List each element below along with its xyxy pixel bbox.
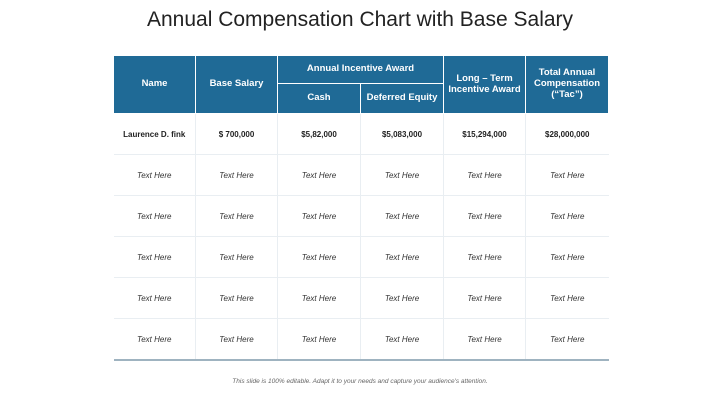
header-cash: Cash bbox=[277, 83, 361, 114]
table-header-row-1: Name Base Salary Annual Incentive Award … bbox=[113, 55, 610, 114]
cell-long-term-incentive: Text Here bbox=[443, 277, 527, 319]
cell-name: Text Here bbox=[113, 154, 196, 196]
table-row: Text Here Text Here Text Here Text Here … bbox=[113, 236, 609, 278]
cell-deferred-equity: Text Here bbox=[360, 318, 445, 361]
cell-cash: Text Here bbox=[277, 318, 361, 361]
table-row: Text Here Text Here Text Here Text Here … bbox=[113, 318, 609, 361]
table-row: Text Here Text Here Text Here Text Here … bbox=[113, 195, 609, 237]
header-name: Name bbox=[113, 55, 196, 114]
cell-base-salary: $ 700,000 bbox=[195, 113, 278, 155]
cell-deferred-equity: $5,083,000 bbox=[360, 113, 445, 155]
cell-long-term-incentive: $15,294,000 bbox=[443, 113, 527, 155]
cell-long-term-incentive: Text Here bbox=[443, 195, 527, 237]
table-row: Text Here Text Here Text Here Text Here … bbox=[113, 277, 609, 319]
footer-note: This slide is 100% editable. Adapt it to… bbox=[232, 378, 488, 385]
header-deferred-equity: Deferred Equity bbox=[359, 83, 445, 114]
table-header-row-2: Cash Deferred Equity bbox=[114, 83, 609, 114]
header-long-term-incentive-award: Long – Term Incentive Award bbox=[443, 55, 527, 114]
cell-base-salary: Text Here bbox=[195, 277, 278, 319]
table-row: Text Here Text Here Text Here Text Here … bbox=[113, 154, 609, 196]
cell-deferred-equity: Text Here bbox=[360, 154, 445, 196]
cell-base-salary: Text Here bbox=[195, 236, 278, 278]
cell-name: Laurence D. fink bbox=[113, 113, 196, 155]
cell-total-compensation: Text Here bbox=[525, 195, 609, 237]
cell-long-term-incentive: Text Here bbox=[443, 236, 527, 278]
header-total-annual-compensation: Total Annual Compensation (“Tac”) bbox=[525, 55, 610, 114]
cell-long-term-incentive: Text Here bbox=[443, 318, 527, 361]
cell-base-salary: Text Here bbox=[195, 195, 278, 237]
cell-long-term-incentive: Text Here bbox=[443, 154, 527, 196]
cell-total-compensation: Text Here bbox=[525, 277, 609, 319]
cell-base-salary: Text Here bbox=[195, 154, 278, 196]
cell-deferred-equity: Text Here bbox=[360, 195, 445, 237]
cell-cash: $5,82,000 bbox=[277, 113, 361, 155]
cell-total-compensation: $28,000,000 bbox=[525, 113, 609, 155]
cell-name: Text Here bbox=[113, 236, 196, 278]
compensation-table: Name Base Salary Annual Incentive Award … bbox=[113, 55, 610, 361]
cell-cash: Text Here bbox=[277, 154, 361, 196]
cell-cash: Text Here bbox=[277, 195, 361, 237]
table-row: Laurence D. fink $ 700,000 $5,82,000 $5,… bbox=[113, 113, 609, 155]
cell-base-salary: Text Here bbox=[195, 318, 278, 361]
slide-title: Annual Compensation Chart with Base Sala… bbox=[146, 8, 574, 31]
cell-name: Text Here bbox=[113, 277, 196, 319]
cell-total-compensation: Text Here bbox=[525, 154, 609, 196]
cell-deferred-equity: Text Here bbox=[360, 236, 445, 278]
header-base-salary: Base Salary bbox=[195, 55, 278, 114]
cell-name: Text Here bbox=[113, 195, 196, 237]
cell-cash: Text Here bbox=[277, 236, 361, 278]
cell-total-compensation: Text Here bbox=[525, 236, 609, 278]
cell-name: Text Here bbox=[113, 318, 196, 361]
cell-cash: Text Here bbox=[277, 277, 361, 319]
header-annual-incentive-award: Annual Incentive Award bbox=[276, 55, 445, 84]
cell-deferred-equity: Text Here bbox=[360, 277, 445, 319]
cell-total-compensation: Text Here bbox=[525, 318, 609, 361]
